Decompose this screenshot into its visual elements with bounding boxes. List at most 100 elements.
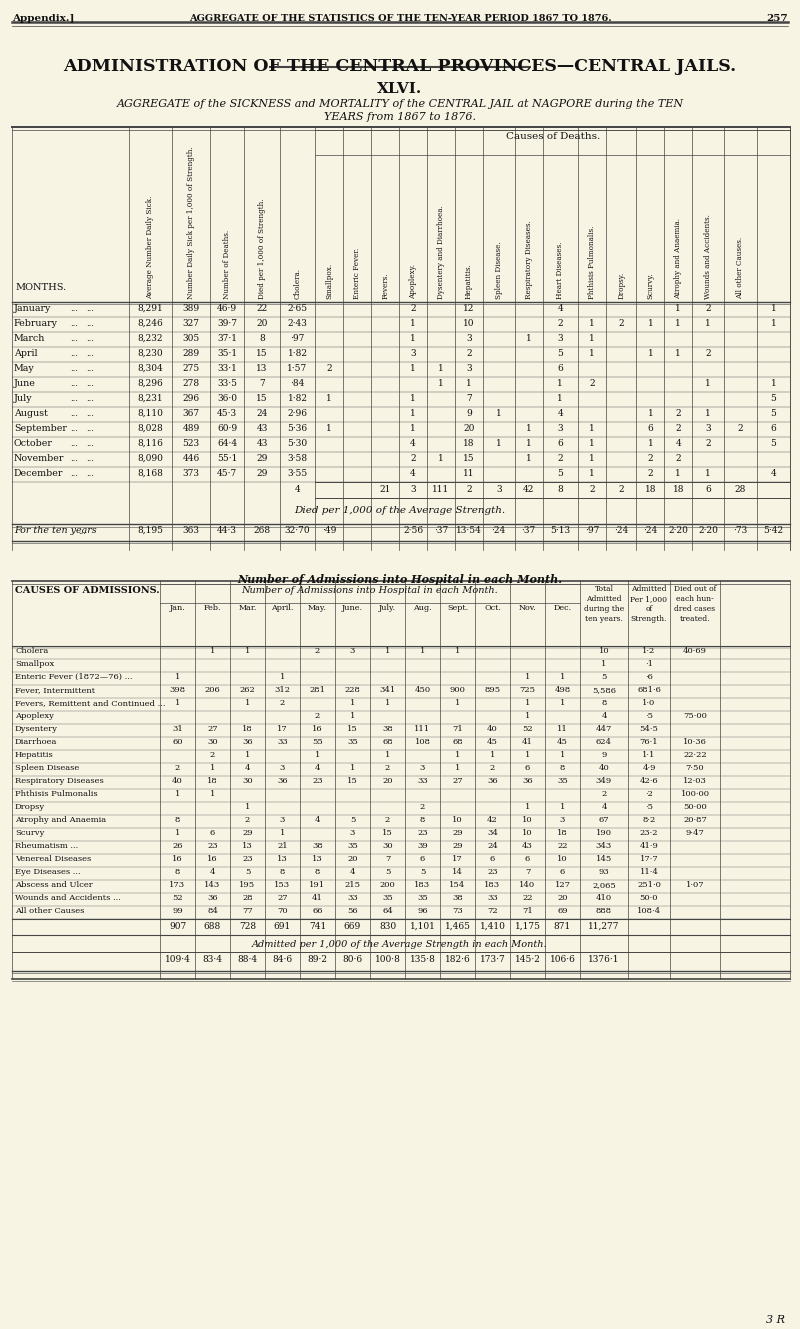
Text: 2·20: 2·20 [698, 526, 718, 536]
Text: Hepatitis: Hepatitis [15, 751, 54, 759]
Text: 21: 21 [379, 485, 391, 494]
Text: 888: 888 [596, 906, 612, 914]
Text: 1: 1 [350, 699, 355, 707]
Text: ...: ... [86, 365, 94, 373]
Text: 268: 268 [254, 526, 270, 536]
Text: 32·70: 32·70 [285, 526, 310, 536]
Text: 251·0: 251·0 [637, 881, 661, 889]
Text: 2,065: 2,065 [592, 881, 616, 889]
Text: 2: 2 [675, 409, 681, 419]
Text: 1: 1 [560, 699, 565, 707]
Text: 60·9: 60·9 [217, 424, 237, 433]
Text: 84·6: 84·6 [273, 956, 293, 964]
Text: 20: 20 [347, 855, 358, 863]
Text: 13: 13 [242, 843, 253, 851]
Text: 2·20: 2·20 [668, 526, 688, 536]
Text: 1: 1 [675, 319, 681, 328]
Text: 1376·1: 1376·1 [588, 956, 620, 964]
Text: 1: 1 [315, 751, 320, 759]
Text: 80·6: 80·6 [342, 956, 362, 964]
Text: 1: 1 [490, 751, 495, 759]
Text: 1: 1 [770, 379, 776, 388]
Text: ...: ... [70, 440, 78, 448]
Text: 64: 64 [382, 906, 393, 914]
Text: 127: 127 [554, 881, 570, 889]
Text: 5·30: 5·30 [287, 439, 308, 448]
Text: 28: 28 [242, 894, 253, 902]
Text: 18: 18 [645, 485, 656, 494]
Text: 9: 9 [602, 751, 606, 759]
Text: 173: 173 [170, 881, 186, 889]
Text: 16: 16 [172, 855, 183, 863]
Text: 66: 66 [312, 906, 322, 914]
Text: 6: 6 [558, 439, 563, 448]
Text: Died out of: Died out of [674, 585, 716, 593]
Text: 4: 4 [675, 439, 681, 448]
Text: Enteric Fever (1872—76) ...: Enteric Fever (1872—76) ... [15, 672, 133, 680]
Text: Respiratory Diseases.: Respiratory Diseases. [525, 221, 533, 299]
Text: 45·3: 45·3 [217, 409, 237, 419]
Text: December: December [14, 469, 63, 478]
Text: Jan.: Jan. [170, 603, 186, 611]
Text: Scurvy: Scurvy [15, 829, 44, 837]
Text: 18: 18 [557, 829, 568, 837]
Text: 341: 341 [379, 686, 396, 694]
Text: 29: 29 [242, 829, 253, 837]
Text: 111: 111 [414, 726, 430, 734]
Text: Hepatitis.: Hepatitis. [465, 263, 473, 299]
Text: 450: 450 [414, 686, 430, 694]
Text: October: October [14, 439, 53, 448]
Text: 16: 16 [312, 726, 323, 734]
Text: 681·6: 681·6 [637, 686, 661, 694]
Text: 71: 71 [452, 726, 463, 734]
Text: 2: 2 [647, 455, 654, 462]
Text: 6: 6 [706, 485, 711, 494]
Text: Apoplexy.: Apoplexy. [409, 264, 417, 299]
Text: 1: 1 [280, 672, 285, 680]
Text: 28: 28 [735, 485, 746, 494]
Text: 11·4: 11·4 [639, 868, 658, 876]
Text: 1: 1 [560, 803, 565, 811]
Text: 373: 373 [182, 469, 199, 478]
Text: 275: 275 [182, 364, 199, 373]
Text: 33: 33 [277, 738, 288, 746]
Text: Died per 1,000 of the Average Strength.: Died per 1,000 of the Average Strength. [294, 506, 506, 516]
Text: 410: 410 [596, 894, 612, 902]
Text: 42: 42 [523, 485, 534, 494]
Text: 1: 1 [210, 789, 215, 797]
Text: 33: 33 [487, 894, 498, 902]
Text: 1: 1 [526, 424, 531, 433]
Text: 6: 6 [210, 829, 215, 837]
Text: 38: 38 [382, 726, 393, 734]
Text: 4: 4 [602, 803, 606, 811]
Text: ...: ... [86, 350, 94, 358]
Text: 5: 5 [770, 409, 777, 419]
Text: 106·6: 106·6 [550, 956, 575, 964]
Text: 100·00: 100·00 [681, 789, 710, 797]
Text: Died per 1,000 of Strength.: Died per 1,000 of Strength. [258, 198, 266, 299]
Text: 1: 1 [350, 712, 355, 720]
Text: June.: June. [342, 603, 363, 611]
Text: 13·54: 13·54 [456, 526, 482, 536]
Text: 4: 4 [558, 409, 563, 419]
Text: Strength.: Strength. [630, 615, 667, 623]
Text: 17·7: 17·7 [640, 855, 658, 863]
Text: Number of Admissions into Hospital in each Month.: Number of Admissions into Hospital in ea… [242, 586, 498, 595]
Text: ·37: ·37 [434, 526, 448, 536]
Text: 1: 1 [602, 661, 606, 668]
Text: March: March [14, 334, 46, 343]
Text: ten years.: ten years. [585, 615, 623, 623]
Text: 1·57: 1·57 [287, 364, 308, 373]
Text: 6: 6 [525, 764, 530, 772]
Text: 1·07: 1·07 [686, 881, 704, 889]
Text: July: July [14, 393, 33, 403]
Text: 2: 2 [706, 439, 711, 448]
Text: 8: 8 [315, 868, 320, 876]
Text: 36: 36 [487, 777, 498, 785]
Text: 5: 5 [770, 393, 777, 403]
Text: Rheumatism ...: Rheumatism ... [15, 843, 78, 851]
Text: 900: 900 [450, 686, 466, 694]
Text: Spleen Disease.: Spleen Disease. [494, 242, 502, 299]
Text: 27: 27 [452, 777, 463, 785]
Text: 3·55: 3·55 [287, 469, 308, 478]
